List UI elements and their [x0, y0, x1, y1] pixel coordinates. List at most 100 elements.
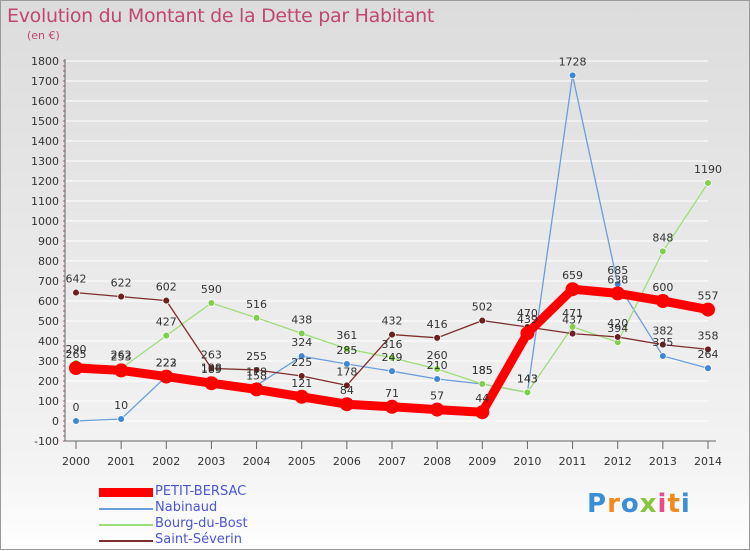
point-nabinaud	[343, 360, 351, 368]
data-label-saint-s-verin: 437	[562, 314, 583, 327]
data-label-nabinaud: 223	[156, 356, 177, 369]
x-tick-label: 2009	[468, 455, 496, 468]
legend-swatch	[99, 524, 153, 526]
data-label-petit-bersac: 121	[291, 377, 312, 390]
y-tick-label: 300	[38, 355, 59, 368]
data-label-bourg-du-bost: 361	[336, 329, 357, 342]
legend-swatch	[99, 508, 153, 510]
data-label-petit-bersac: 439	[517, 313, 538, 326]
grid-layer	[65, 60, 708, 442]
x-tick-label: 2013	[649, 455, 677, 468]
y-tick-label: 100	[38, 395, 59, 408]
point-petit-bersac	[565, 282, 580, 297]
series-layer	[69, 71, 715, 425]
data-label-saint-s-verin: 622	[111, 277, 132, 290]
point-petit-bersac	[610, 286, 625, 301]
data-label-saint-s-verin: 255	[246, 350, 267, 363]
data-label-saint-s-verin: 502	[472, 301, 493, 314]
y-tick-label: 600	[38, 295, 59, 308]
y-tick-label: 1000	[31, 215, 59, 228]
data-label-bourg-du-bost: 848	[652, 231, 673, 244]
point-petit-bersac	[701, 302, 715, 317]
y-tick-label: 1100	[31, 195, 59, 208]
point-saint-s-verin	[613, 333, 622, 341]
data-label-bourg-du-bost: 185	[472, 364, 493, 377]
point-saint-s-verin	[117, 292, 125, 301]
point-petit-bersac	[249, 382, 264, 397]
y-tick-label: -100	[34, 435, 59, 448]
data-label-nabinaud: 198	[201, 361, 222, 374]
data-label-nabinaud: 249	[382, 351, 403, 364]
data-label-bourg-du-bost: 290	[66, 343, 87, 356]
data-label-nabinaud: 143	[517, 372, 538, 385]
y-tick-label: 1400	[31, 135, 59, 148]
y-tick-label: 1200	[31, 175, 59, 188]
legend-label: Bourg-du-Bost	[155, 516, 248, 531]
point-saint-s-verin	[568, 329, 577, 338]
data-label-bourg-du-bost: 394	[607, 322, 628, 335]
data-label-saint-s-verin: 416	[427, 318, 448, 331]
point-bourg-du-bost	[297, 329, 306, 338]
y-tick-label: 900	[38, 235, 59, 248]
x-tick-label: 2007	[378, 455, 406, 468]
y-tick-label: 800	[38, 255, 59, 268]
data-label-saint-s-verin: 358	[698, 329, 719, 342]
x-tick-label: 2011	[559, 455, 587, 468]
data-label-saint-s-verin: 225	[291, 356, 312, 369]
data-label-saint-s-verin: 263	[201, 348, 222, 361]
point-nabinaud	[433, 375, 441, 383]
x-tick-label: 2008	[423, 455, 451, 468]
y-tick-label: 400	[38, 335, 59, 348]
data-label-petit-bersac: 253	[111, 350, 132, 363]
point-petit-bersac	[114, 363, 129, 378]
x-tick-label: 2001	[107, 455, 135, 468]
y-tick-label: 1500	[31, 115, 59, 128]
x-tick-label: 2014	[694, 455, 722, 468]
point-bourg-du-bost	[478, 380, 487, 388]
axis-layer: -100010020030040050060070080090010001100…	[31, 55, 722, 468]
data-label-bourg-du-bost: 260	[427, 349, 448, 362]
y-tick-label: 700	[38, 275, 59, 288]
x-tick-label: 2010	[513, 455, 541, 468]
data-label-bourg-du-bost: 590	[201, 283, 222, 296]
point-bourg-du-bost	[704, 179, 712, 187]
data-label-nabinaud: 10	[114, 399, 128, 412]
x-tick-label: 2003	[197, 455, 225, 468]
y-tick-label: 200	[38, 375, 59, 388]
point-bourg-du-bost	[162, 331, 171, 340]
point-saint-s-verin	[388, 330, 396, 339]
point-saint-s-verin	[478, 316, 487, 325]
data-label-petit-bersac: 659	[562, 269, 583, 282]
point-petit-bersac	[385, 399, 399, 414]
legend-swatch	[99, 540, 153, 542]
x-tick-label: 2000	[62, 455, 90, 468]
point-nabinaud	[117, 415, 125, 423]
data-label-petit-bersac: 222	[156, 357, 177, 370]
point-petit-bersac	[655, 294, 670, 308]
logo-letter: r	[607, 489, 621, 519]
point-petit-bersac	[159, 369, 174, 384]
point-nabinaud	[704, 364, 712, 372]
point-bourg-du-bost	[343, 345, 351, 353]
point-saint-s-verin	[659, 340, 667, 349]
y-tick-label: 1300	[31, 155, 59, 168]
data-label-petit-bersac: 158	[246, 369, 267, 382]
x-tick-label: 2004	[243, 455, 271, 468]
logo-letter: o	[620, 489, 640, 519]
data-label-nabinaud: 210	[427, 359, 448, 372]
point-petit-bersac	[339, 397, 354, 412]
logo-letter: i	[680, 489, 691, 519]
point-petit-bersac	[520, 326, 535, 341]
data-label-saint-s-verin: 420	[607, 317, 628, 330]
point-nabinaud	[72, 417, 80, 425]
data-label-nabinaud: 325	[652, 336, 673, 349]
chart-title: Evolution du Montant de la Dette par Hab…	[7, 5, 435, 27]
x-tick-label: 2006	[333, 455, 361, 468]
point-saint-s-verin	[162, 296, 171, 305]
data-label-saint-s-verin: 178	[336, 365, 357, 378]
y-tick-label: 1600	[31, 95, 59, 108]
logo-letter: x	[639, 489, 658, 519]
x-tick-label: 2005	[288, 455, 316, 468]
